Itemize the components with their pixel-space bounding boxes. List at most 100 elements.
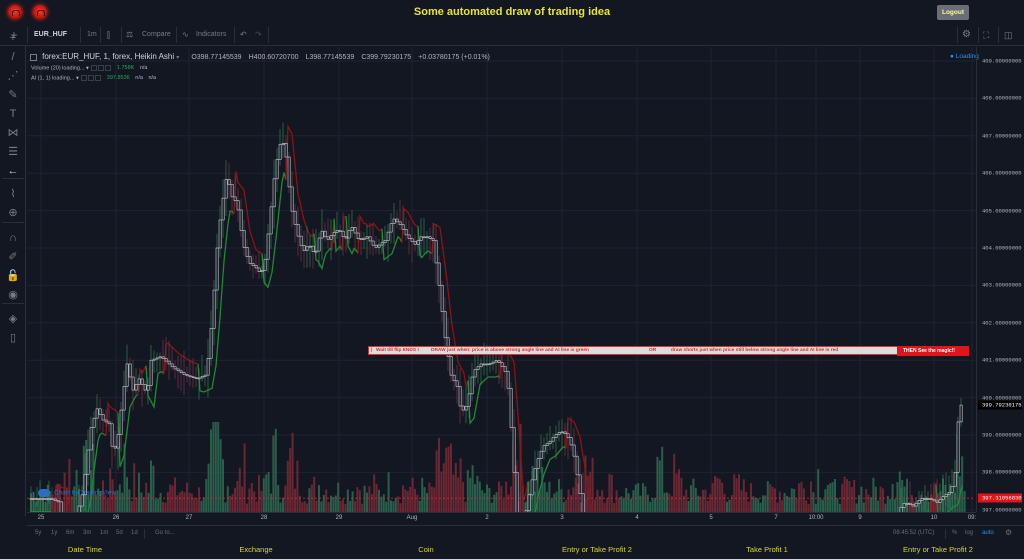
brush-icon[interactable]: ✎	[8, 89, 18, 101]
percent-toggle[interactable]: %	[952, 530, 958, 536]
compare-icon[interactable]: ⚖	[126, 30, 134, 39]
toolbar-divider	[27, 27, 28, 43]
range-5d[interactable]: 5d	[116, 530, 123, 536]
toolbar-divider	[978, 27, 979, 43]
range-3m[interactable]: 3m	[83, 530, 92, 536]
log-toggle[interactable]: log	[965, 530, 974, 536]
range-6m[interactable]: 6m	[66, 530, 75, 536]
page-title: Some automated draw of trading idea	[413, 6, 611, 18]
annotation-text: draw shorts just when price still below …	[671, 348, 839, 353]
top-header: Some automated draw of trading idea Logo…	[0, 0, 1024, 24]
compare-button[interactable]: Compare	[142, 31, 171, 38]
price-tick: 408.00000000	[982, 94, 1022, 102]
strategy-annotation[interactable]: | Wait till flip ENDS ! DRAW just when: …	[368, 346, 898, 355]
last-price-label: 399.79230175	[978, 400, 1022, 410]
price-tick: 401.00000000	[982, 356, 1022, 364]
close-icon[interactable]	[105, 65, 112, 71]
auto-toggle[interactable]: auto	[982, 530, 994, 536]
crosshair-icon[interactable]: +	[9, 32, 17, 44]
tradingview-watermark[interactable]: Chart by TradingView	[38, 489, 116, 497]
range-divider	[144, 529, 145, 539]
undo-icon[interactable]: ↶	[240, 30, 247, 39]
settings-icon[interactable]	[98, 65, 105, 71]
tool-divider	[2, 222, 24, 223]
cloud-logo-icon	[38, 489, 50, 497]
pattern-icon[interactable]: ⋈	[7, 127, 19, 139]
prediction-icon[interactable]: ☰	[8, 146, 18, 158]
column-label: Coin	[418, 545, 434, 554]
crosshair-icon[interactable]: +	[10, 28, 18, 42]
trend-line-icon[interactable]: /	[11, 51, 15, 63]
logout-button[interactable]: Logout	[937, 5, 969, 20]
time-axis[interactable]: 25 26 27 28 29 Aug 2 3 4 5 7 10:00 9 10 09:	[27, 512, 976, 525]
lock-icon[interactable]: 🔓	[6, 270, 20, 282]
zoom-in-icon[interactable]: ⊕	[8, 207, 18, 219]
chart-toolbar: + EUR_HUF 1m ⫿ ⚖ Compare ∿ Indicators ↶ …	[0, 24, 1024, 46]
time-tick: 29	[335, 515, 343, 521]
loading-label: Loading	[955, 53, 979, 60]
indicators-icon[interactable]: ∿	[182, 30, 189, 39]
range-5y[interactable]: 5y	[35, 530, 42, 536]
ohlc-close: C399.79230175	[361, 54, 412, 61]
time-tick: 09:	[967, 515, 977, 521]
symbol-search[interactable]: EUR_HUF	[34, 31, 68, 38]
chevron-down-icon[interactable]: ▾	[75, 75, 81, 82]
price-chart[interactable]	[27, 47, 975, 512]
price-tick: 397.00000000	[982, 506, 1022, 514]
watermark-text: Chart by TradingView	[54, 489, 117, 497]
range-1y[interactable]: 1y	[51, 530, 58, 536]
trash-icon[interactable]: ▯	[9, 332, 17, 344]
column-label: Date Time	[67, 545, 103, 554]
eye-toggle-icon[interactable]	[81, 75, 88, 81]
volume-value: 1.758K	[116, 65, 135, 72]
annotation-text: OR	[649, 348, 657, 353]
magnet-icon[interactable]: ∩	[9, 232, 17, 244]
interval-selector[interactable]: 1m	[87, 31, 97, 38]
range-1d[interactable]: 1d	[131, 530, 138, 536]
ruler-icon[interactable]: ⌇	[10, 188, 16, 200]
utc-clock[interactable]: 08:45:52 (UTC)	[893, 530, 935, 536]
time-tick: Aug	[406, 515, 418, 521]
annotation-text: |	[371, 348, 373, 353]
gear-icon[interactable]: ⚙	[1005, 528, 1013, 537]
redo-icon[interactable]: ↷	[255, 30, 262, 39]
red-mascot-icon[interactable]	[8, 5, 22, 19]
chevron-down-icon[interactable]: ▾	[176, 55, 180, 61]
chevron-down-icon[interactable]: ▾	[86, 65, 91, 72]
price-axis[interactable]: 409.00000000 408.00000000 407.00000000 406.…	[976, 47, 1024, 551]
magic-annotation[interactable]: THEN See the magic!!	[897, 346, 969, 356]
volume-legend-label[interactable]: Volume (20) loading...	[31, 65, 85, 72]
fullscreen-icon[interactable]: ⛶	[983, 30, 990, 40]
close-icon[interactable]	[95, 75, 102, 81]
layers-icon[interactable]: ◈	[8, 313, 18, 325]
settings-icon[interactable]	[88, 75, 95, 81]
text-icon[interactable]: T	[9, 108, 17, 120]
red-mascot-icon[interactable]	[33, 5, 47, 19]
gear-icon[interactable]: ⚙	[962, 29, 971, 40]
time-tick: 2	[485, 515, 489, 521]
ohlc-low: L398.77145539	[305, 54, 355, 61]
time-tick: 5	[709, 515, 713, 521]
symbol-line[interactable]: forex:EUR_HUF, 1, forex, Heikin Ashi	[42, 52, 175, 61]
ai-legend: AI (1, 1) loading... ▾ 397.8536 n/a n/a	[31, 75, 156, 81]
toolbar-divider	[957, 27, 958, 43]
back-arrow-icon[interactable]: ←	[7, 165, 19, 177]
time-tick: 28	[260, 515, 268, 521]
candles-icon[interactable]: ⫿	[107, 30, 110, 40]
bottom-labels: Date Time Exchange Coin Entry or Take Profi…	[0, 543, 1024, 559]
eye-icon[interactable]: ◉	[8, 289, 18, 301]
marker-price-label: 397.31056830	[978, 493, 1022, 503]
goto-button[interactable]: Go to...	[155, 530, 175, 536]
ai-legend-label[interactable]: AI (1, 1) loading...	[31, 75, 75, 82]
column-label: Take Profit 1	[746, 545, 788, 554]
volume-legend: Volume (20) loading... ▾ 1.758K n/a	[31, 65, 148, 71]
fib-icon[interactable]: ⋰	[7, 70, 19, 82]
camera-icon[interactable]: ◫	[1004, 30, 1013, 40]
indicators-button[interactable]: Indicators	[196, 31, 227, 38]
range-1m[interactable]: 1m	[100, 530, 109, 536]
collapse-legend-icon[interactable]	[30, 53, 37, 61]
chart-canvas[interactable]	[27, 47, 975, 512]
price-tick: 406.00000000	[982, 169, 1022, 177]
eye-toggle-icon[interactable]	[91, 65, 98, 71]
lock-drawing-icon[interactable]: ✐	[8, 251, 18, 263]
